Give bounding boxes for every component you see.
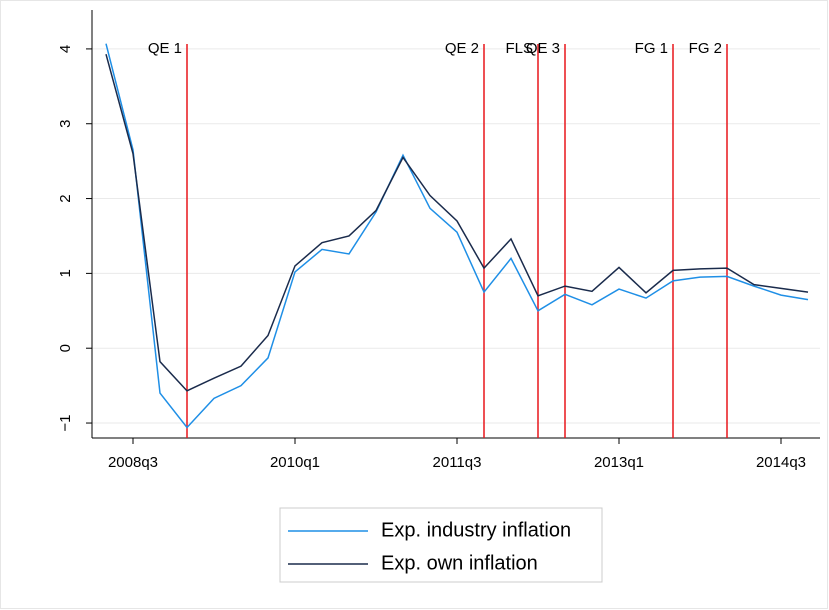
y-tick-label: 3 (57, 120, 74, 128)
series-line (105, 43, 809, 429)
x-tick-label: 2008q3 (108, 454, 158, 471)
series-line (105, 53, 809, 392)
event-label: QE 2 (445, 40, 479, 57)
event-label: FG 2 (689, 40, 722, 57)
event-label: QE 1 (148, 40, 182, 57)
legend-box (279, 507, 603, 583)
x-tick-label: 2013q1 (594, 454, 644, 471)
legend-label: Exp. industry inflation (381, 519, 571, 541)
event-label: FLS (505, 40, 533, 57)
event-label: FG 1 (635, 40, 668, 57)
x-tick-label: 2010q1 (270, 454, 320, 471)
y-tick-label: 4 (57, 45, 74, 53)
x-tick-label: 2011q3 (433, 454, 482, 471)
y-tick-label: 1 (57, 269, 74, 277)
y-tick-label: 2 (57, 194, 74, 202)
legend-label: Exp. own inflation (381, 552, 538, 574)
x-tick-label: 2014q3 (756, 454, 806, 471)
y-tick-label: −1 (57, 414, 74, 431)
event-label: QE 3 (526, 40, 560, 57)
y-tick-label: 0 (57, 344, 74, 352)
